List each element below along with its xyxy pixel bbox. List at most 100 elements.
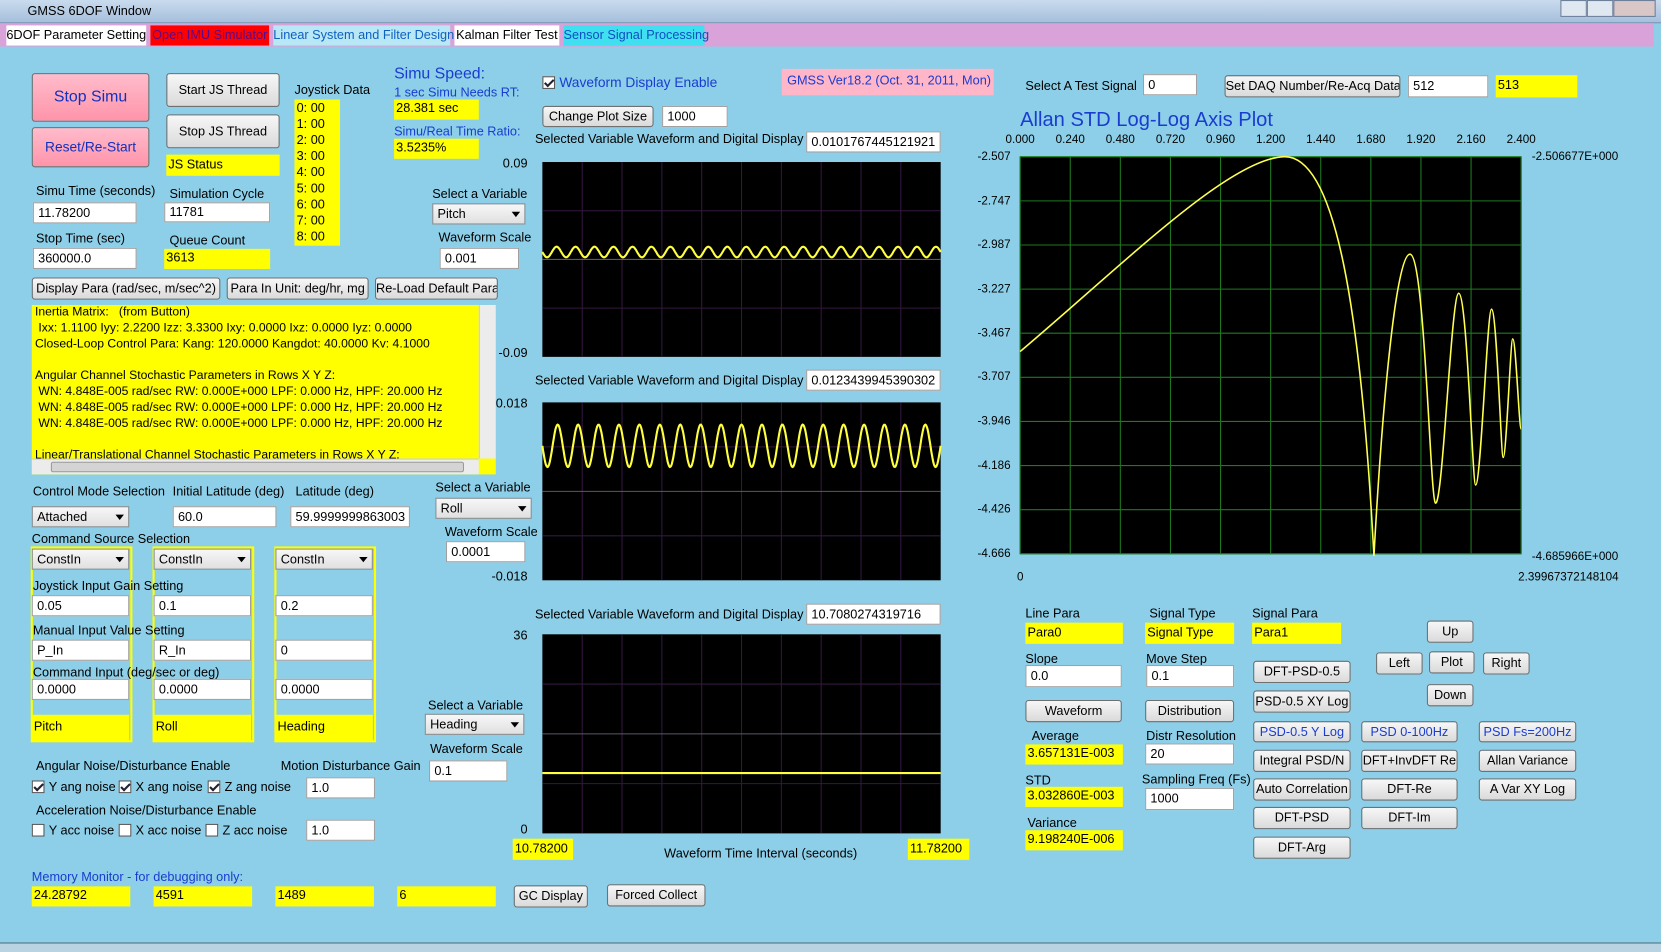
- dropdown[interactable]: ConstIn: [31, 548, 130, 570]
- text-input[interactable]: 0.0000: [153, 678, 252, 700]
- label: -3.707: [977, 370, 1011, 384]
- label: Select a Variable: [435, 479, 531, 495]
- text-input[interactable]: 11.78200: [32, 202, 137, 224]
- text-input[interactable]: R_In: [153, 639, 252, 661]
- label: Selected Variable Waveform and Digital D…: [534, 372, 804, 388]
- label: 1.440: [1306, 133, 1336, 147]
- dropdown[interactable]: Roll: [435, 497, 532, 519]
- maximize-button[interactable]: [1586, 0, 1614, 17]
- text-input[interactable]: 360000.0: [32, 247, 137, 269]
- text-input[interactable]: 1.0: [306, 819, 375, 841]
- text-input[interactable]: P_In: [31, 639, 130, 661]
- button[interactable]: Start JS Thread: [166, 73, 280, 107]
- minimize-button[interactable]: [1560, 0, 1587, 17]
- tab[interactable]: 6DOF Parameter Setting: [6, 25, 146, 46]
- button[interactable]: GC Display: [513, 885, 588, 908]
- button[interactable]: Allan Variance: [1478, 749, 1577, 772]
- text-input[interactable]: 0.0000: [31, 678, 130, 700]
- text-input[interactable]: 0.0000: [275, 678, 373, 700]
- text-input[interactable]: 0.2: [275, 595, 373, 617]
- checkbox[interactable]: [542, 76, 556, 89]
- tab[interactable]: Open IMU Simulator: [150, 25, 270, 46]
- button[interactable]: DFT-PSD-0.5: [1253, 660, 1351, 684]
- dropdown[interactable]: Heading: [424, 713, 525, 735]
- button[interactable]: Waveform: [1025, 699, 1122, 723]
- label: Distr Resolution: [1146, 728, 1236, 744]
- button[interactable]: Para In Unit: deg/hr, mg: [226, 277, 369, 300]
- button[interactable]: Down: [1426, 684, 1474, 707]
- text-line: WN: 4.848E-005 rad/sec RW: 0.000E+000 LP…: [34, 417, 443, 430]
- dropdown[interactable]: ConstIn: [153, 548, 252, 570]
- scroll-thumb[interactable]: [50, 461, 464, 473]
- label: 1.680: [1356, 133, 1386, 147]
- dropdown[interactable]: Attached: [31, 506, 130, 528]
- text-input[interactable]: 0: [275, 639, 373, 661]
- text-input[interactable]: 0.001: [439, 247, 520, 269]
- text-input[interactable]: 0.1: [1146, 665, 1235, 688]
- text-input[interactable]: 0.0123439945390302: [806, 369, 941, 391]
- button[interactable]: Reset/Re-Start: [31, 127, 150, 168]
- text-input[interactable]: 512: [1407, 75, 1489, 98]
- text-input[interactable]: 59.9999999863003: [290, 506, 410, 528]
- button[interactable]: Plot: [1429, 651, 1475, 674]
- horizontal-scrollbar[interactable]: [31, 458, 479, 475]
- button[interactable]: PSD-0.5 XY Log: [1253, 690, 1351, 713]
- text-input[interactable]: 0.1: [429, 760, 508, 782]
- text-input[interactable]: 0.1: [153, 595, 252, 617]
- window-title: GMSS 6DOF Window: [27, 3, 152, 19]
- text-input[interactable]: 10.7080274319716: [806, 603, 941, 625]
- label: Waveform Scale: [444, 524, 538, 540]
- text-input[interactable]: 0.0: [1025, 665, 1122, 688]
- button[interactable]: Right: [1483, 652, 1530, 675]
- checkbox[interactable]: [118, 780, 132, 794]
- button[interactable]: DFT-Re: [1361, 778, 1458, 801]
- text-input[interactable]: 60.0: [172, 506, 277, 528]
- waveform-trace: [541, 423, 942, 469]
- text-input[interactable]: 1000: [662, 105, 728, 128]
- tab[interactable]: Kalman Filter Test: [454, 25, 560, 46]
- button[interactable]: Change Plot Size: [542, 105, 654, 128]
- checkbox[interactable]: [118, 823, 132, 837]
- button[interactable]: PSD 0-100Hz: [1361, 721, 1458, 743]
- button[interactable]: Integral PSD/N: [1253, 749, 1351, 772]
- button[interactable]: DFT+InvDFT Re: [1361, 749, 1458, 772]
- checkbox[interactable]: [31, 823, 45, 837]
- button[interactable]: DFT-Arg: [1253, 836, 1351, 859]
- vertical-scrollbar[interactable]: [478, 304, 496, 459]
- button[interactable]: A Var XY Log: [1478, 778, 1577, 801]
- close-button[interactable]: [1613, 0, 1656, 17]
- button[interactable]: Auto Correlation: [1253, 778, 1351, 801]
- button[interactable]: Display Para (rad/sec, m/sec^2): [31, 277, 221, 300]
- button[interactable]: DFT-PSD: [1253, 806, 1351, 830]
- text-input[interactable]: 0.0101767445121921: [806, 131, 941, 153]
- dropdown[interactable]: ConstIn: [275, 548, 373, 570]
- text-input[interactable]: 0.0001: [445, 541, 526, 563]
- text-input[interactable]: 0.05: [31, 595, 130, 617]
- tab[interactable]: Sensor Signal Processing: [563, 25, 709, 46]
- button[interactable]: PSD Fs=200Hz: [1478, 721, 1577, 743]
- button[interactable]: Left: [1376, 652, 1423, 675]
- text-input[interactable]: 1000: [1145, 787, 1235, 811]
- button[interactable]: Stop JS Thread: [166, 114, 280, 149]
- button[interactable]: Forced Collect: [606, 884, 706, 907]
- checkbox[interactable]: [205, 823, 219, 837]
- button[interactable]: Set DAQ Number/Re-Acq Data: [1224, 75, 1401, 98]
- text-input[interactable]: 11781: [164, 202, 271, 223]
- text-input[interactable]: 0: [1142, 74, 1198, 96]
- dropdown[interactable]: Pitch: [432, 203, 526, 225]
- checkbox[interactable]: [31, 780, 45, 794]
- button[interactable]: Re-Load Default Para: [374, 277, 498, 300]
- checkbox[interactable]: [207, 780, 221, 794]
- button[interactable]: Up: [1426, 620, 1474, 643]
- text-input[interactable]: 1.0: [306, 777, 375, 799]
- label: 0.960: [1205, 133, 1236, 147]
- button[interactable]: PSD-0.5 Y Log: [1253, 721, 1351, 743]
- button[interactable]: DFT-Im: [1361, 806, 1458, 830]
- label: 2: 00: [296, 132, 325, 148]
- button[interactable]: Stop Simu: [31, 73, 150, 122]
- label: Y acc noise: [48, 822, 115, 838]
- text-input[interactable]: 20: [1145, 743, 1235, 765]
- button[interactable]: Distribution: [1145, 699, 1235, 723]
- label: -2.747: [977, 194, 1011, 208]
- tab[interactable]: Linear System and Filter Design: [273, 25, 454, 46]
